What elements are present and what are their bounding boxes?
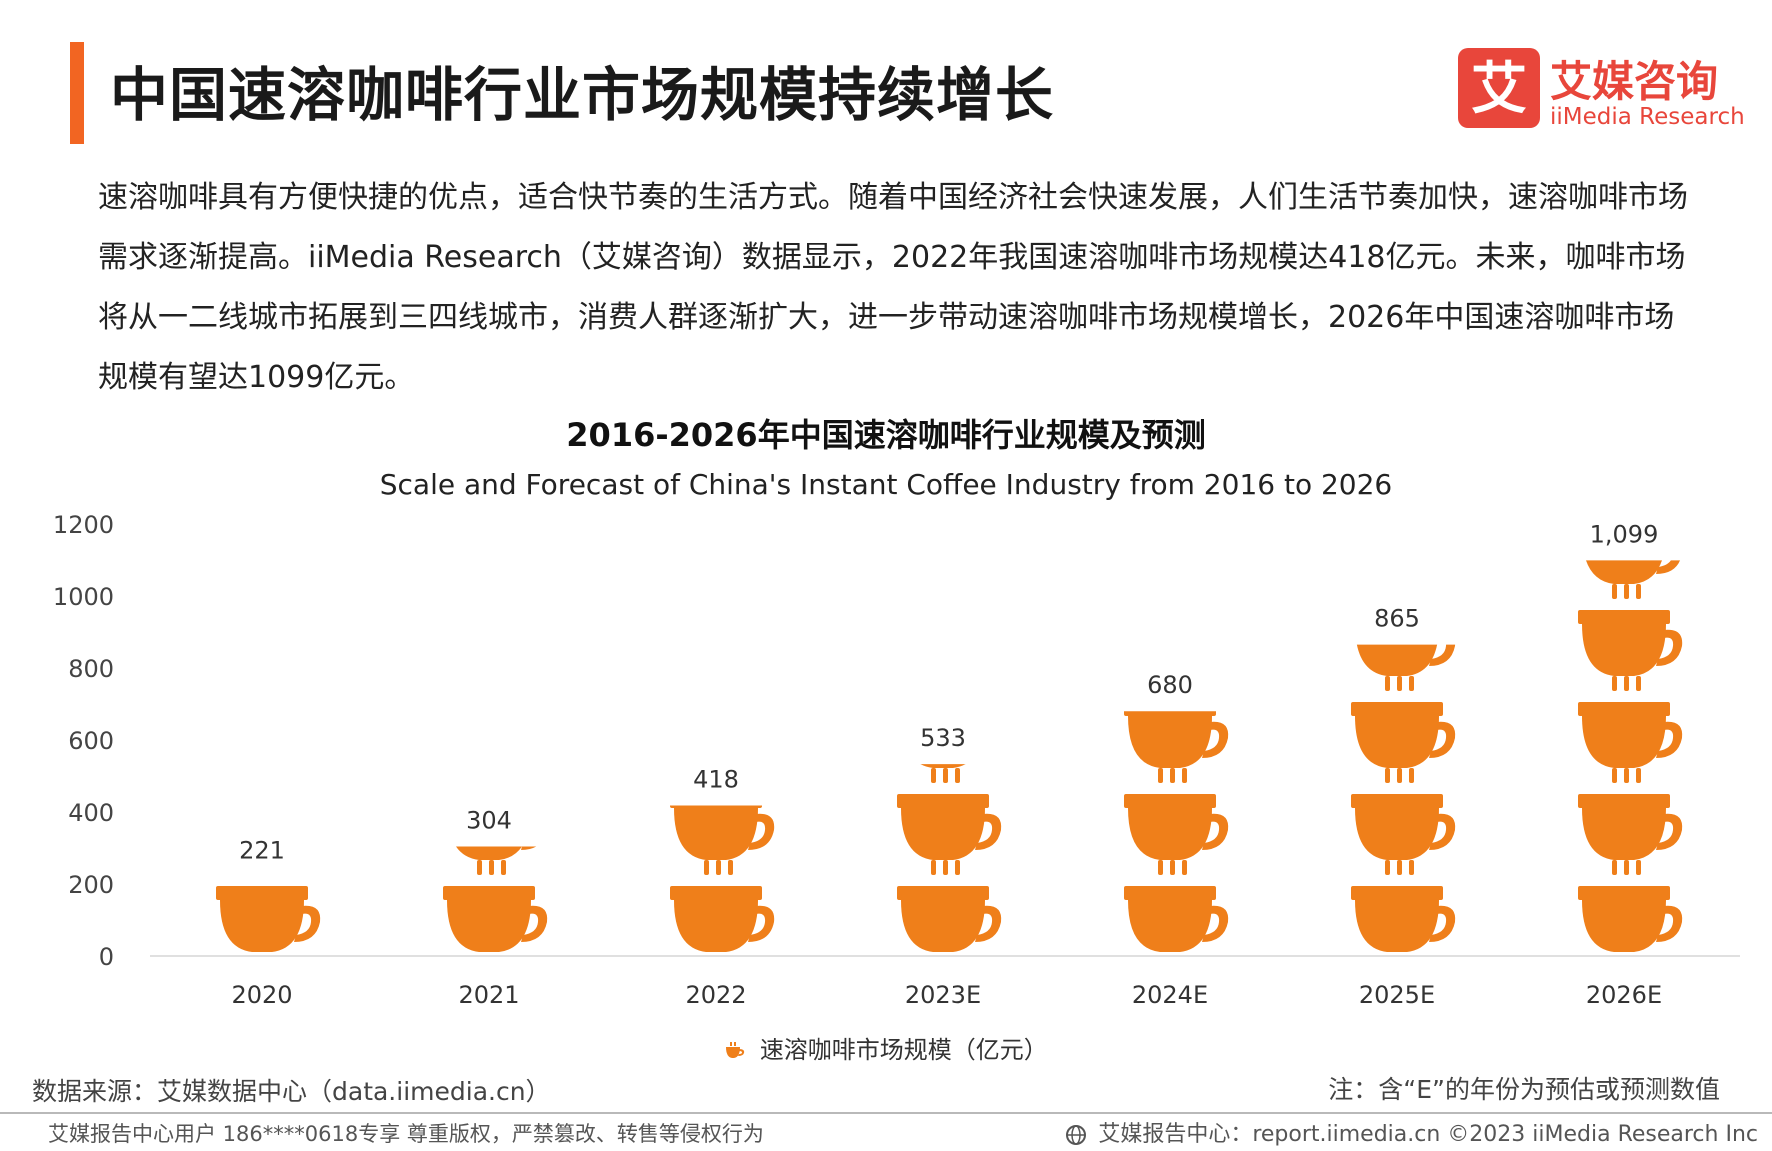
bar: 221 (216, 836, 321, 952)
data-label: 304 (466, 807, 512, 835)
bar-series: 221 304 418 533 680 865 1,099 (216, 520, 1683, 952)
data-label: 533 (920, 724, 966, 752)
data-label: 680 (1147, 671, 1193, 699)
coffee-cup-icon (443, 860, 548, 952)
chart-legend: 速溶咖啡市场规模（亿元） (0, 1030, 1772, 1065)
y-tick-label: 1000 (53, 583, 114, 611)
coffee-cup-icon (1124, 768, 1229, 860)
coffee-cup-icon (1578, 676, 1683, 768)
x-tick-label: 2021 (458, 981, 519, 1009)
y-tick-label: 400 (68, 799, 114, 827)
data-label: 1,099 (1590, 520, 1659, 548)
logo-cn-text: 艾媒咨询 (1550, 57, 1719, 106)
bar: 680 (1124, 671, 1229, 952)
coffee-cup-icon (1578, 860, 1683, 952)
data-label: 418 (693, 766, 739, 794)
footer-divider (0, 1112, 1772, 1114)
data-label: 865 (1374, 605, 1420, 633)
footer-site: 艾媒报告中心：report.iimedia.cn ©2023 iiMedia R… (1065, 1116, 1758, 1148)
x-tick-label: 2022 (685, 981, 746, 1009)
y-tick-label: 600 (68, 727, 114, 755)
logo-mark-icon: 艾 (1458, 48, 1540, 128)
page-title: 中国速溶咖啡行业市场规模持续增长 (110, 61, 1055, 129)
y-tick-label: 1200 (53, 511, 114, 539)
coffee-cup-icon (1578, 584, 1683, 676)
intro-paragraph: 速溶咖啡具有方便快捷的优点，适合快节奏的生活方式。随着中国经济社会快速发展，人们… (98, 180, 1688, 395)
globe-icon (1066, 1125, 1087, 1145)
y-tick-label: 800 (68, 655, 114, 683)
x-tick-label: 2024E (1132, 981, 1208, 1009)
chart-title: 2016-2026年中国速溶咖啡行业规模及预测 (566, 416, 1206, 454)
x-tick-label: 2020 (231, 981, 292, 1009)
x-axis: 2020 2021 2022 2023E 2024E 2025E 2026E (231, 981, 1662, 1009)
estimate-note: 注：含“E”的年份为预估或预测数值 (1328, 1075, 1720, 1104)
bar: 304 (443, 807, 548, 952)
bar: 1,099 (1578, 520, 1683, 952)
legend-coffee-cup-icon (726, 1042, 745, 1058)
x-tick-label: 2023E (905, 981, 981, 1009)
footer-copyright-notice: 艾媒报告中心用户 186****0618专享 尊重版权，严禁篡改、转售等侵权行为 (48, 1122, 764, 1146)
y-tick-label: 0 (99, 943, 114, 971)
coffee-cup-icon (216, 876, 321, 952)
x-tick-label: 2026E (1586, 981, 1662, 1009)
bar: 865 (1351, 605, 1456, 952)
y-axis: 0 200 400 600 800 1000 1200 (53, 511, 114, 971)
brand-logo: 艾 艾媒咨询 iiMedia Research (1458, 48, 1748, 132)
logo-en-text: iiMedia Research (1550, 104, 1745, 130)
data-label: 221 (239, 836, 285, 864)
bar: 418 (670, 766, 775, 952)
coffee-cup-icon (897, 764, 1002, 768)
data-source: 数据来源：艾媒数据中心（data.iimedia.cn） (32, 1077, 551, 1106)
x-tick-label: 2025E (1359, 981, 1435, 1009)
legend-label: 速溶咖啡市场规模（亿元） (759, 1036, 1048, 1064)
coffee-cup-icon (1351, 860, 1456, 952)
bar: 533 (897, 724, 1002, 952)
coffee-cup-icon (1124, 860, 1229, 952)
title-accent-bar (70, 42, 84, 144)
coffee-cup-icon (1351, 676, 1456, 768)
coffee-cup-icon (1578, 768, 1683, 860)
y-tick-label: 200 (68, 871, 114, 899)
chart-subtitle: Scale and Forecast of China's Instant Co… (379, 468, 1393, 501)
coffee-cup-icon (670, 860, 775, 952)
coffee-cup-icon (897, 860, 1002, 952)
coffee-cup-icon (897, 768, 1002, 860)
footer-site-text: 艾媒报告中心：report.iimedia.cn ©2023 iiMedia R… (1098, 1122, 1758, 1147)
logo-mark-char: 艾 (1471, 57, 1527, 122)
coffee-cup-icon (1351, 768, 1456, 860)
